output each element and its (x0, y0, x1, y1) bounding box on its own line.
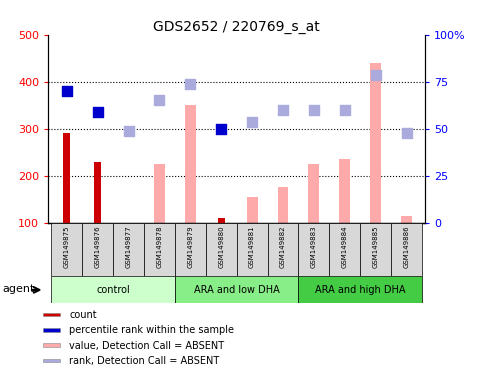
Bar (268, 223, 298, 276)
Text: ARA and low DHA: ARA and low DHA (194, 285, 280, 295)
Point (186, 81, 194, 87)
Text: count: count (69, 310, 97, 320)
Bar (298, 276, 422, 303)
Bar (63, 133, 70, 223)
Bar (329, 223, 360, 276)
Text: GSM149878: GSM149878 (156, 225, 162, 268)
Text: GSM149880: GSM149880 (218, 225, 224, 268)
Bar (340, 159, 350, 223)
Bar (206, 223, 237, 276)
Bar (360, 223, 391, 276)
Bar (51, 223, 82, 276)
Text: GSM149885: GSM149885 (372, 225, 379, 268)
Bar (51, 276, 175, 303)
Bar (175, 276, 298, 303)
Text: ARA and high DHA: ARA and high DHA (315, 285, 405, 295)
Point (279, 107, 287, 113)
Bar (278, 187, 288, 223)
Point (403, 130, 411, 136)
Bar (43, 313, 60, 316)
Text: rank, Detection Call = ABSENT: rank, Detection Call = ABSENT (69, 356, 219, 366)
Bar (43, 359, 60, 362)
Text: GSM149882: GSM149882 (280, 225, 286, 268)
Text: GSM149884: GSM149884 (342, 225, 348, 268)
Point (310, 107, 318, 113)
Text: GSM149876: GSM149876 (95, 225, 101, 268)
Bar (309, 164, 319, 223)
Point (341, 107, 349, 113)
Text: control: control (96, 285, 130, 295)
Point (156, 98, 163, 104)
Bar (175, 223, 206, 276)
Point (125, 128, 132, 134)
Text: GSM149881: GSM149881 (249, 225, 255, 268)
Text: value, Detection Call = ABSENT: value, Detection Call = ABSENT (69, 341, 224, 351)
Bar (113, 223, 144, 276)
Text: GSM149879: GSM149879 (187, 225, 193, 268)
Point (94, 109, 101, 115)
Bar (247, 197, 257, 223)
Text: GSM149883: GSM149883 (311, 225, 317, 268)
Bar (144, 223, 175, 276)
Text: agent: agent (2, 283, 35, 294)
Title: GDS2652 / 220769_s_at: GDS2652 / 220769_s_at (153, 20, 320, 33)
Text: percentile rank within the sample: percentile rank within the sample (69, 325, 234, 335)
Bar (370, 63, 381, 223)
Bar (82, 223, 113, 276)
Bar (218, 218, 225, 223)
Text: GSM149886: GSM149886 (403, 225, 410, 268)
Bar (391, 223, 422, 276)
Point (63, 88, 71, 94)
Point (217, 126, 225, 132)
Bar (43, 343, 60, 347)
Bar (94, 162, 101, 223)
Bar (237, 223, 268, 276)
Bar (185, 105, 196, 223)
Bar (154, 164, 165, 223)
Bar (298, 223, 329, 276)
Point (248, 119, 256, 125)
Text: GSM149877: GSM149877 (126, 225, 131, 268)
Bar (43, 328, 60, 332)
Bar (401, 216, 412, 223)
Text: GSM149875: GSM149875 (64, 225, 70, 268)
Point (372, 71, 380, 78)
